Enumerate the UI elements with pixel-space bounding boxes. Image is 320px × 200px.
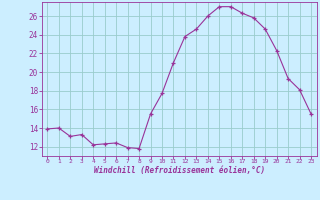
X-axis label: Windchill (Refroidissement éolien,°C): Windchill (Refroidissement éolien,°C) (94, 166, 265, 175)
